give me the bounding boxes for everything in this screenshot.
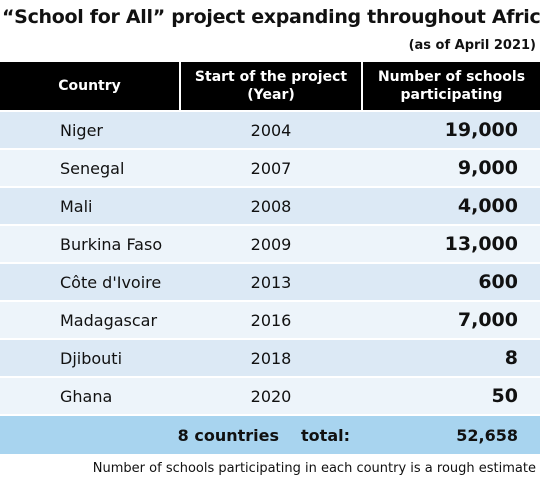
table-row: Burkina Faso 2009 13,000 [0,224,540,263]
table-cell: Burkina Faso [0,224,180,263]
table-cell: Côte d'Ivoire [0,262,180,301]
table-cell: 8 [362,338,540,377]
table-cell: Ghana [0,376,180,415]
title: “School for All” project expanding throu… [2,6,540,28]
table-cell: 2013 [180,262,362,301]
table-row: Madagascar 2016 7,000 [0,300,540,339]
total-row: 8 countries total: 52,658 [0,414,540,454]
table: Country Start of the project (Year) Number… [0,62,540,454]
column-header: Start of the project (Year) [179,62,362,111]
table-cell: 2016 [180,300,362,339]
table-cell: 2007 [180,148,362,187]
table-cell: 2004 [180,110,362,149]
table-cell: 9,000 [362,148,540,187]
table-cell: 4,000 [362,186,540,225]
total-cell: 8 countries total: [0,414,362,454]
table-row: Niger 2004 19,000 [0,110,540,149]
table-cell: 2020 [180,376,362,415]
column-header: Country [0,62,180,111]
table-row: Djibouti 2018 8 [0,338,540,377]
table-cell: 2018 [180,338,362,377]
table-cell: 19,000 [362,110,540,149]
table-cell: Mali [0,186,180,225]
table-row: Senegal 2007 9,000 [0,148,540,187]
column-header: Number of schools participating [361,62,540,111]
table-cell: 2009 [180,224,362,263]
table-cell: 50 [362,376,540,415]
total-label: total: [301,425,350,445]
table-cell: Senegal [0,148,180,187]
footnote: Number of schools participating in each … [92,461,536,476]
header-row: Country Start of the project (Year) Number… [0,62,540,111]
table-cell: 600 [362,262,540,301]
total-value: 52,658 [362,414,540,454]
table-body: Niger 2004 19,000 Senegal 2007 9,000 Mali 2008 4… [0,110,540,454]
table-cell: 13,000 [362,224,540,263]
total-count: 8 countries [177,425,280,445]
table-cell: Djibouti [0,338,180,377]
table-row: Ghana 2020 50 [0,376,540,415]
table-cell: Madagascar [0,300,180,339]
table-cell: 7,000 [362,300,540,339]
table-row: Mali 2008 4,000 [0,186,540,225]
table-cell: 2008 [180,186,362,225]
subtitle: (as of April 2021) [408,38,536,53]
table-cell: Niger [0,110,180,149]
table-row: Côte d'Ivoire 2013 600 [0,262,540,301]
